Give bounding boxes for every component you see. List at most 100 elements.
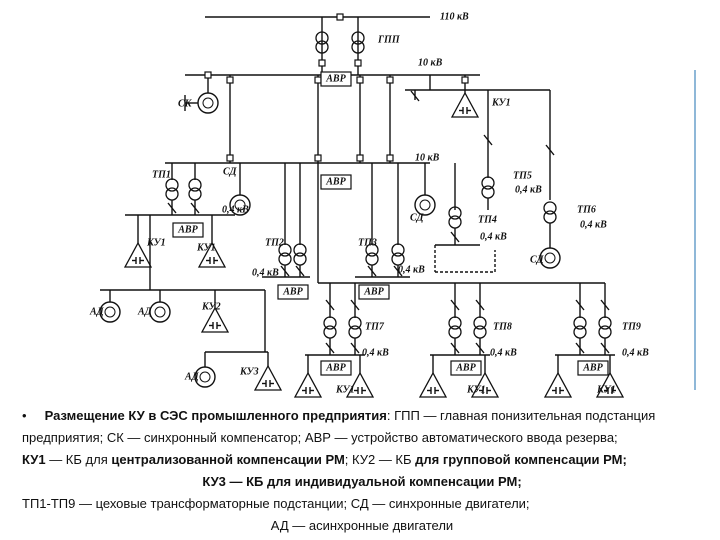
label: 0,4 кВ [222,204,249,215]
transformer [323,316,337,330]
label: КУ1 [196,242,216,253]
avr-box [358,284,390,300]
wire [475,342,485,354]
caption-text: предприятия; СК — синхронный компенсатор… [22,430,618,445]
caption-bold: КУ1 [22,452,46,467]
wire [280,265,290,277]
transformer [188,178,202,192]
caption-text: АД — асинхронные двигатели [270,518,454,533]
label: ТП1 [152,169,171,180]
motor [544,252,556,264]
wire [393,265,403,277]
label: АД [184,371,200,382]
breaker [356,154,364,162]
label: КУ1 [491,97,511,108]
motor [202,97,214,109]
caption-line: КУ1 — КБ для централизованной компенсаци… [22,452,702,467]
caption-text: ТП1-ТП9 — цеховые трансформаторные подст… [22,496,530,511]
avr-box [450,360,482,376]
breaker [314,154,322,162]
label: АД [137,306,153,317]
wire [600,342,610,354]
motor [199,371,211,383]
label: ТП3 [358,237,377,248]
label: 10 кВ [418,57,443,68]
label: АВР [325,73,346,84]
caption-line: КУ3 — КБ для индивидуальной компенсации … [22,474,702,489]
wire [325,342,335,354]
capacitor-bank [253,364,283,391]
caption-text: ; КУ2 — КБ [344,452,416,467]
motor [414,194,436,216]
label: КУ1 [335,384,355,395]
wire [475,299,485,311]
breaker [386,154,394,162]
avr-box [577,360,609,376]
label: АВР [455,362,476,373]
caption-text: — КБ для [45,452,112,467]
capacitor-bank [293,371,323,398]
breaker [336,13,344,21]
schematic: 110 кВ ГПП 10 кВ АВР СК КУ1 10 кВ АВР ТП1 СД 0,4 к… [35,0,685,398]
capacitor-bank [470,371,500,398]
label: СД [223,166,238,177]
wire [600,299,610,311]
label: 0,4 кВ [580,219,607,230]
breaker [461,76,469,84]
wire [295,265,305,277]
label: 0,4 кВ [480,231,507,242]
label: АВР [282,286,303,297]
label: ТП9 [622,321,641,332]
breaker [386,76,394,84]
capacitor-bank [418,371,448,398]
motor [539,247,561,269]
wire [325,299,335,311]
label: ТП8 [493,321,512,332]
capacitor-bank [345,371,375,398]
caption-line: АД — асинхронные двигатели [22,518,702,533]
bullet: • [22,408,45,423]
breaker [204,71,212,79]
capacitor-bank [543,371,573,398]
label: 0,4 кВ [490,347,517,358]
motor [149,301,171,323]
capacitor-bank [595,371,625,398]
label: ГПП [377,34,401,45]
avr-box [320,71,352,87]
breaker [318,59,326,67]
wire [483,134,493,146]
label: АВР [363,286,384,297]
transformer [448,316,462,330]
label: 0,4 кВ [252,267,279,278]
capacitor-bank [197,241,227,268]
capacitor-bank [200,306,230,333]
label: КУ1 [596,384,616,395]
capacitor-bank [123,241,153,268]
avr-box [320,174,352,190]
breaker [226,76,234,84]
transformer [315,31,329,45]
wire [167,202,177,214]
wire [350,342,360,354]
label: 10 кВ [415,152,440,163]
motor [194,366,216,388]
transformer [293,243,307,257]
label: ТП4 [478,214,497,225]
label: АВР [325,362,346,373]
transformer [315,40,329,54]
transformer [481,176,495,190]
label: АД [89,306,105,317]
caption-line: • Размещение КУ в СЭС промышленного пред… [22,408,702,423]
motor [99,301,121,323]
decoration [694,70,696,390]
motor [197,92,219,114]
transformer [473,316,487,330]
motor [419,199,431,211]
avr-box [277,284,309,300]
label: 0,4 кВ [622,347,649,358]
wire [450,299,460,311]
wire [450,231,460,243]
transformer [598,316,612,330]
transformer [348,316,362,330]
